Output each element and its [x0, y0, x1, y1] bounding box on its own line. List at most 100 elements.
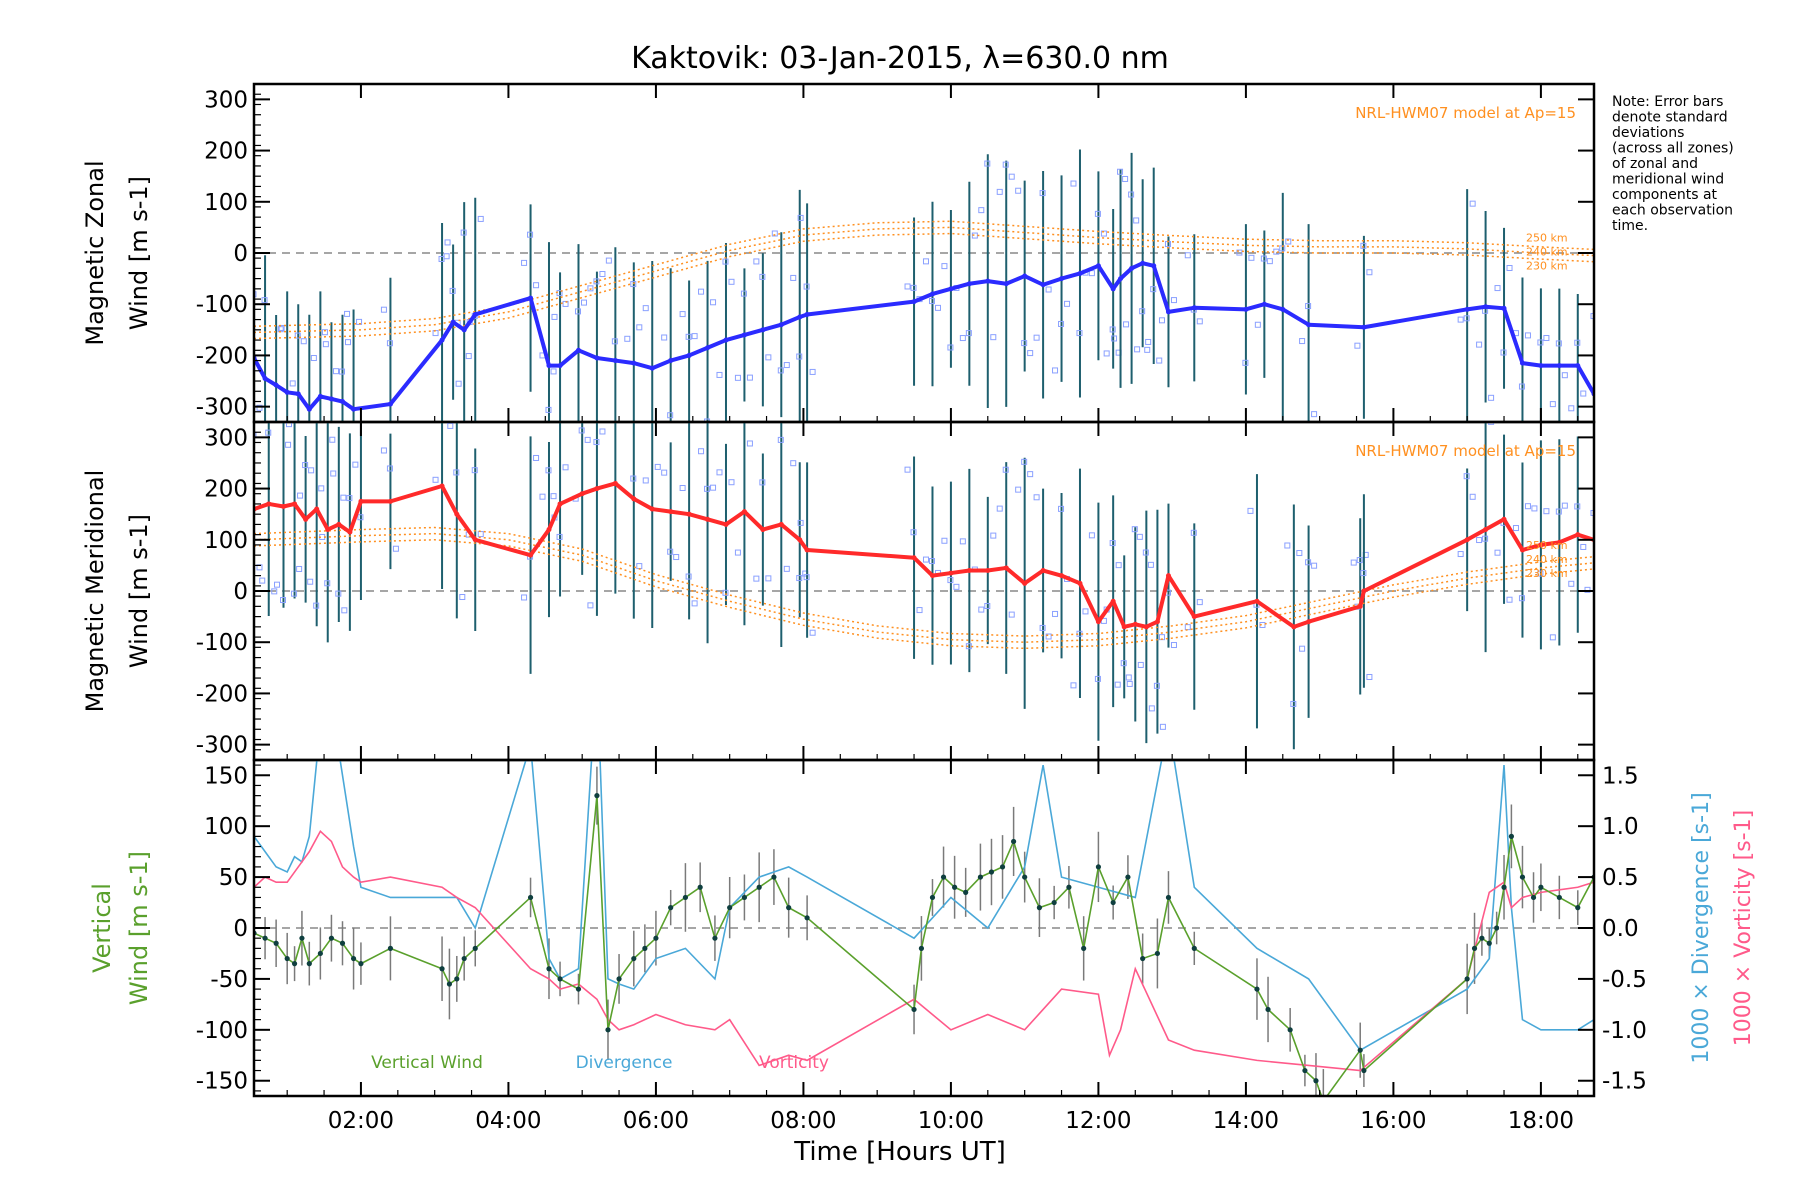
zone-marker [1196, 599, 1203, 606]
meridional-wind-point [303, 516, 309, 522]
zonal-wind-point [1538, 363, 1544, 369]
meridional-wind-point [314, 506, 320, 512]
vertical-wind-point [697, 884, 703, 890]
y-tick-label: 50 [219, 865, 248, 891]
meridional-wind-point [668, 509, 674, 515]
vertical-wind-point [929, 894, 936, 901]
zone-marker [351, 423, 356, 428]
zonal-wind-point [966, 281, 972, 287]
zone-marker [593, 439, 600, 446]
zonal-wind-point [1140, 260, 1146, 266]
zonal-wind-point [317, 393, 323, 399]
zone-marker [790, 460, 797, 467]
zone-marker [1094, 210, 1101, 217]
meridional-wind-point [760, 527, 766, 533]
y-tick-label: -100 [196, 1018, 248, 1044]
zone-marker [1008, 173, 1015, 180]
x-axis-label: Time [Hours UT] [793, 1137, 1006, 1167]
zonal-wind-point [1040, 282, 1046, 288]
meridional-wind-point [336, 521, 342, 527]
zone-marker [364, 413, 369, 418]
vertical-wind-point [446, 981, 453, 987]
y-tick-label: -200 [196, 681, 248, 707]
zone-marker [346, 495, 353, 502]
zone-marker [947, 577, 954, 584]
vertical-wind-point [1479, 935, 1485, 941]
zone-marker [313, 602, 320, 609]
zone-marker [1356, 557, 1363, 564]
zone-marker [941, 263, 948, 270]
zone-marker [1045, 633, 1052, 640]
zone-marker [947, 344, 954, 351]
vorticity-line [254, 829, 1594, 1072]
vertical-wind-point [1081, 945, 1087, 951]
zone-marker [574, 308, 581, 315]
zone-marker [1153, 682, 1160, 689]
zonal-wind-point [1280, 306, 1286, 312]
model-curve [254, 539, 1594, 650]
y-tick-label: 200 [204, 477, 248, 503]
zone-marker [1543, 335, 1550, 342]
zone-marker [777, 367, 784, 374]
zone-marker [790, 274, 797, 281]
zone-marker [1360, 242, 1367, 249]
zone-marker [357, 514, 364, 521]
zonal-wind-point [1151, 263, 1157, 269]
zone-marker [341, 607, 348, 614]
meridional-wind-point [966, 568, 972, 574]
zonal-wind-point [1129, 265, 1135, 271]
vertical-wind-point [262, 935, 268, 941]
meridional-wind-point [1154, 619, 1160, 625]
zone-marker [1147, 561, 1154, 568]
zone-marker [746, 440, 753, 447]
zone-marker [716, 469, 723, 476]
meridional-wind-point [723, 521, 729, 527]
zone-marker [1196, 318, 1203, 325]
zone-marker [673, 554, 680, 561]
right-y-tick-label: 1.0 [1602, 814, 1639, 840]
zone-marker [460, 229, 467, 236]
vertical-wind-point [653, 935, 659, 941]
zone-marker [296, 565, 303, 572]
zone-marker [746, 374, 753, 381]
vorticity-axis-label: 1000 × Vorticity [s-1] [1731, 810, 1756, 1046]
zone-marker [928, 558, 935, 565]
zone-marker [797, 214, 804, 221]
vertical-wind-point [1471, 945, 1478, 951]
zone-marker [777, 436, 784, 443]
zone-marker [1597, 570, 1602, 575]
zone-marker [759, 273, 766, 280]
vertical-wind-point [1265, 1006, 1271, 1013]
note-line: each observation [1612, 203, 1733, 219]
zone-marker [654, 463, 661, 470]
zone-marker [1027, 471, 1034, 478]
zone-marker [471, 467, 478, 474]
note-line: denote standard [1612, 110, 1728, 126]
zone-marker [685, 573, 692, 580]
zone-marker [1109, 540, 1116, 547]
meridional-wind-point [1556, 539, 1562, 545]
zonal-wind-point [461, 327, 467, 333]
zonal-wind-point [1501, 305, 1507, 311]
zone-marker [449, 287, 456, 294]
zone-marker [1561, 372, 1568, 379]
zone-marker [1285, 238, 1292, 245]
zone-marker [1457, 316, 1464, 323]
zone-marker [1156, 357, 1163, 364]
y-tick-label: 200 [204, 139, 248, 165]
zone-marker [1543, 508, 1550, 515]
meridional-wind-point [705, 516, 711, 522]
zone-marker [1537, 339, 1544, 346]
vertical-wind-point [1191, 945, 1197, 951]
meridional-wind-point [1003, 565, 1009, 571]
vertical-wind-point [1287, 1027, 1293, 1033]
zonal-wind-point [594, 355, 600, 361]
y-tick-label: -300 [196, 733, 248, 759]
meridional-wind-point [649, 506, 655, 512]
zone-marker [380, 447, 387, 454]
vertical-wind-point [1154, 950, 1161, 957]
zone-marker [302, 462, 309, 469]
zone-marker [1122, 175, 1129, 182]
vertical-wind-point [999, 864, 1006, 870]
